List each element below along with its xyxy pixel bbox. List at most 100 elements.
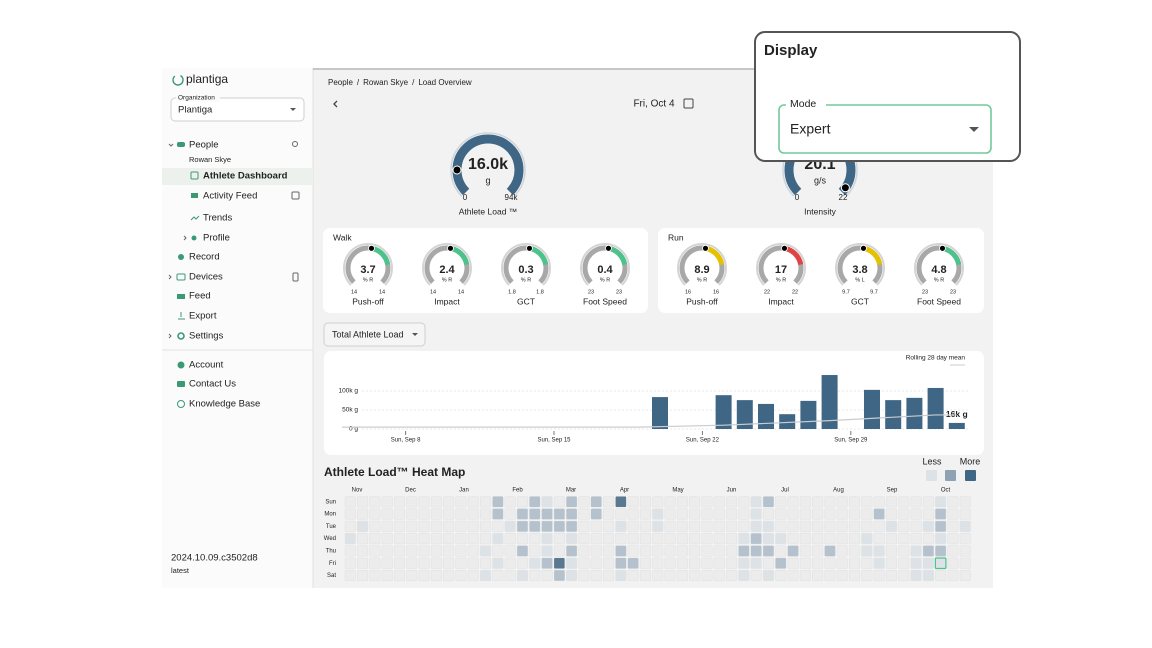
gauge-label: Intensity (804, 206, 836, 216)
date-picker[interactable] (683, 98, 694, 109)
gauge-value: 0.3 (518, 264, 533, 276)
empty-cell (504, 570, 516, 582)
bar (652, 397, 668, 429)
month-label: Sep (887, 488, 898, 494)
bar (885, 400, 902, 429)
heat-cell (763, 521, 774, 532)
empty-cell (344, 545, 356, 557)
gauge-min: 1.8 (508, 289, 516, 295)
metric-select[interactable] (323, 322, 426, 347)
empty-cell (504, 545, 516, 557)
empty-cell (369, 570, 381, 582)
nav-knowledge-base[interactable]: Knowledge Base (189, 399, 260, 410)
active-row (162, 168, 313, 185)
gauge-track (582, 245, 628, 284)
empty-cell (369, 520, 381, 532)
heat-cell (566, 558, 577, 569)
empty-cell (492, 570, 504, 582)
metric-caret (412, 333, 418, 336)
empty-cell (615, 508, 627, 520)
nav-export[interactable]: Export (189, 311, 217, 322)
nav-devices[interactable]: Devices (189, 272, 223, 283)
prev-button[interactable] (333, 100, 338, 108)
empty-cell (885, 570, 897, 582)
month-label: Jun (727, 488, 737, 494)
bar (758, 403, 774, 429)
heat-cell (529, 558, 540, 569)
nav-trends[interactable]: Trends (203, 213, 232, 224)
date: Fri, Oct 4 (633, 99, 675, 110)
gauge-label: Impact (768, 296, 794, 306)
nav-contact[interactable]: Contact Us (189, 379, 236, 390)
nav-people[interactable]: People (189, 140, 219, 151)
bar (906, 397, 923, 429)
empty-cell (418, 545, 430, 557)
heat-cell (763, 496, 774, 507)
empty-cell (824, 520, 836, 532)
nav-athlete-dashboard[interactable]: Athlete Dashboard (203, 171, 288, 182)
heat-cell (541, 558, 553, 569)
empty-cell (689, 496, 701, 508)
empty-cell (418, 496, 430, 508)
crumb[interactable]: Rowan Skye (363, 78, 408, 87)
empty-cell (664, 496, 676, 508)
device-icon[interactable] (292, 272, 299, 282)
empty-cell (578, 508, 590, 520)
gauge-unit: % R (442, 277, 452, 283)
empty-cell (455, 557, 467, 569)
gauge-unit: % R (776, 277, 786, 283)
heat-cell (873, 508, 885, 520)
crumb[interactable]: People (328, 78, 353, 87)
search-icon[interactable] (292, 141, 298, 147)
month-label: Aug (833, 488, 844, 494)
empty-cell (652, 533, 664, 545)
heat-cell (591, 496, 602, 507)
heat-cell (873, 545, 885, 557)
empty-cell (381, 570, 393, 582)
empty-cell (812, 557, 824, 569)
heat-cell (750, 545, 762, 557)
sidebar (162, 68, 313, 588)
nav-record[interactable]: Record (189, 252, 220, 263)
x-tick-label: Sun, Sep 22 (686, 438, 720, 444)
nav-profile[interactable]: Profile (203, 233, 230, 244)
display-popup: Display Mode Expert (754, 31, 1021, 162)
empty-cell (799, 570, 811, 582)
gauge-ring (914, 243, 964, 286)
empty-cell (701, 520, 713, 532)
empty-cell (664, 570, 676, 582)
empty-cell (480, 533, 492, 545)
heat-cell (763, 533, 774, 544)
calendar-icon[interactable] (291, 191, 300, 200)
gauge-min: 9.7 (842, 289, 850, 295)
heat-cell (935, 496, 946, 507)
nav-account[interactable]: Account (189, 360, 224, 371)
chevron (168, 274, 172, 280)
gauge-max: 22 (792, 289, 798, 295)
gauge-dot (840, 183, 850, 193)
empty-cell (443, 508, 455, 520)
empty-cell (713, 570, 725, 582)
empty-cell (430, 570, 442, 582)
empty-cell (787, 508, 799, 520)
empty-cell (849, 496, 861, 508)
heat-cell (935, 508, 946, 520)
crumb-sep: / (357, 78, 360, 87)
empty-cell (898, 545, 910, 557)
heat-cell (935, 545, 946, 557)
gauge-min: 0 (795, 193, 800, 202)
gauge-dot (939, 244, 946, 252)
nav-activity-feed[interactable]: Activity Feed (203, 191, 257, 202)
empty-cell (603, 533, 615, 545)
empty-cell (627, 570, 639, 582)
nav-settings[interactable]: Settings (189, 331, 224, 342)
nav-feed[interactable]: Feed (189, 291, 211, 302)
mode-select[interactable] (778, 104, 992, 154)
day-label: Mon (324, 512, 336, 518)
empty-cell (578, 570, 590, 582)
empty-cell (849, 533, 861, 545)
empty-cell (959, 545, 971, 557)
org-select[interactable] (170, 97, 305, 122)
empty-cell (603, 496, 615, 508)
